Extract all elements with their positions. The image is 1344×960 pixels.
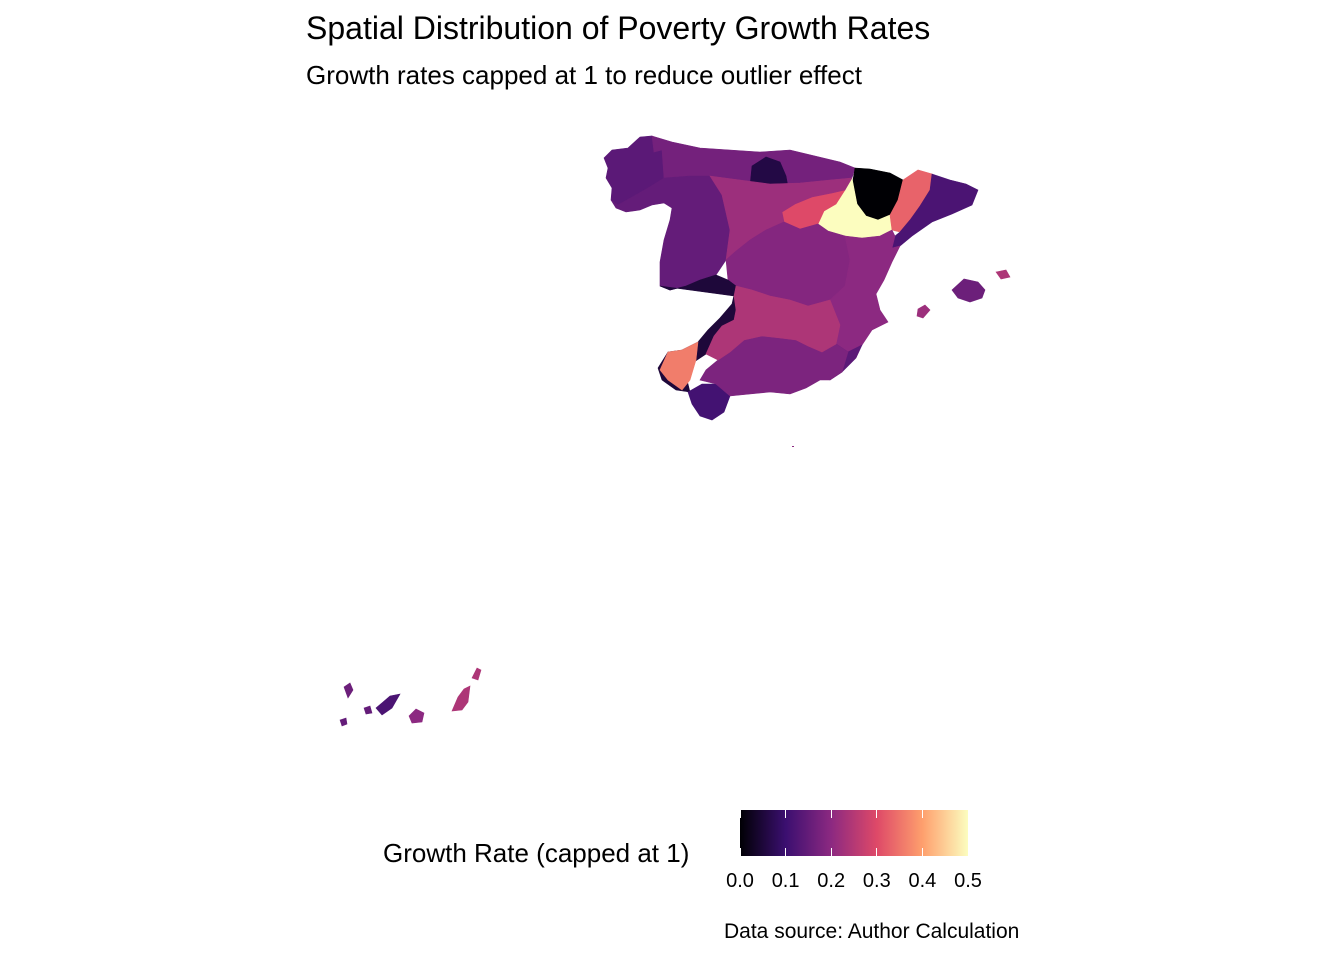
legend-tick-mark	[967, 810, 969, 818]
legend-tick-mark	[967, 848, 969, 856]
legend-tick-mark	[921, 810, 923, 818]
region-layer	[339, 135, 1011, 727]
region-polygon	[659, 341, 699, 391]
legend-tick-mark	[830, 810, 832, 818]
region-polygon	[339, 717, 348, 727]
caption: Data source: Author Calculation	[724, 920, 1020, 943]
region-polygon	[687, 383, 731, 421]
legend-tick-mark	[876, 848, 878, 856]
region-polygon	[995, 269, 1011, 280]
legend-tick-mark	[830, 848, 832, 856]
legend-tick-label: 0.0	[726, 870, 754, 892]
legend-tick-label: 0.2	[817, 870, 846, 892]
legend-tick-mark	[921, 848, 923, 856]
legend-tick-label: 0.5	[954, 870, 982, 892]
region-fragment	[792, 446, 794, 447]
legend-tick-mark	[785, 848, 787, 856]
region-polygon	[363, 705, 373, 715]
region-polygon	[471, 667, 482, 681]
legend-tick-label: 0.3	[862, 870, 891, 892]
legend-title: Growth Rate (capped at 1)	[383, 838, 690, 868]
region-polygon	[375, 693, 401, 716]
legend-colorbar	[740, 810, 968, 856]
legend-gradient	[740, 810, 968, 856]
legend-tick-mark	[739, 848, 741, 856]
region-polygon	[408, 708, 425, 724]
region-polygon	[916, 304, 931, 319]
chart-subtitle: Growth rates capped at 1 to reduce outli…	[306, 60, 862, 90]
legend-tick-mark	[785, 810, 787, 818]
region-polygon	[705, 285, 841, 361]
legend-tick-label: 0.4	[908, 870, 937, 892]
region-polygon	[891, 173, 979, 249]
chart-title: Spatial Distribution of Poverty Growth R…	[306, 10, 931, 46]
legend-tick-mark	[876, 810, 878, 818]
legend-tick-mark	[739, 810, 741, 818]
region-polygon	[451, 685, 471, 712]
region-polygon	[343, 682, 354, 699]
region-polygon	[951, 278, 986, 303]
legend-tick-label: 0.1	[771, 870, 800, 892]
